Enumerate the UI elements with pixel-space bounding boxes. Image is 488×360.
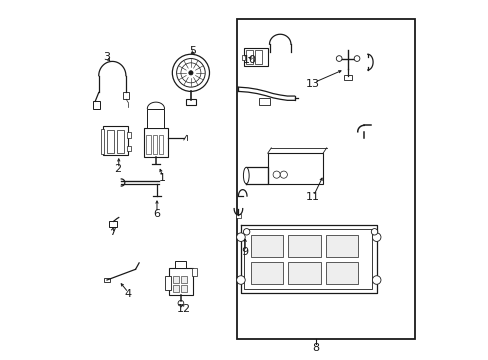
Text: 9: 9 [241,247,247,257]
Bar [236,19,414,339]
Text: 11: 11 [305,192,319,202]
Text: 8: 8 [312,343,319,353]
Bar [116,130,123,153]
Text: 3: 3 [103,52,110,62]
Bar [143,128,168,157]
Bar [241,55,244,60]
Circle shape [353,56,359,62]
Text: 7: 7 [108,227,116,237]
Bar [181,276,186,283]
Bar [126,132,131,138]
Circle shape [272,171,280,178]
Text: 13: 13 [305,78,319,89]
Circle shape [188,71,193,75]
Text: 4: 4 [124,289,132,298]
Circle shape [243,229,249,235]
Bar [244,48,267,66]
Bar [173,285,179,292]
Bar [343,75,352,80]
Bar [325,235,357,257]
Bar [288,262,320,284]
Bar [325,262,357,284]
Bar [152,135,157,154]
Bar [244,229,372,289]
Bar [258,98,269,105]
Bar [235,214,241,218]
Bar [173,276,179,283]
Bar [123,92,129,99]
Circle shape [236,276,244,284]
Circle shape [370,229,377,235]
Circle shape [336,56,341,62]
Text: 10: 10 [243,55,256,65]
Bar [250,262,283,284]
Bar [165,276,170,290]
Bar [255,50,262,64]
Bar [267,153,323,184]
Bar [106,130,114,153]
Bar [175,261,185,268]
Bar [250,235,283,257]
Circle shape [176,59,205,87]
Ellipse shape [243,167,248,184]
Text: 6: 6 [153,209,160,219]
Text: 1: 1 [159,173,165,183]
Bar [191,267,197,276]
Text: 2: 2 [114,164,121,174]
Circle shape [172,54,209,91]
Circle shape [372,233,380,242]
Bar [159,135,163,154]
Bar [126,146,131,152]
Circle shape [181,63,201,83]
Circle shape [236,233,244,242]
Circle shape [178,300,183,306]
Bar [109,221,117,227]
Text: 5: 5 [189,46,196,56]
Bar [103,126,127,155]
Bar [101,129,104,154]
Bar [146,135,150,154]
Bar [185,99,196,105]
Bar [104,278,110,282]
Text: 12: 12 [176,304,190,314]
Bar [147,109,164,128]
Circle shape [280,171,287,178]
Bar [288,235,320,257]
Bar [245,50,253,64]
Bar [169,268,192,295]
Bar [181,285,186,292]
Bar [93,101,100,109]
Circle shape [372,276,380,284]
